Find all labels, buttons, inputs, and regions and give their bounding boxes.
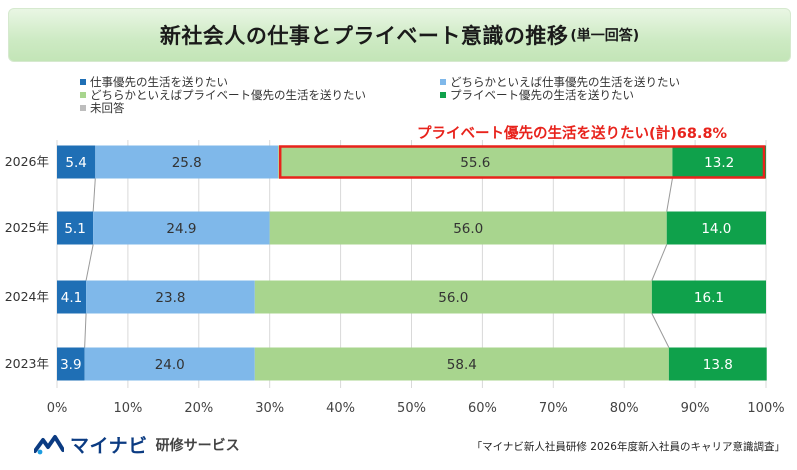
legend-item: どちらかといえばプライベート優先の生活を送りたい [80, 87, 366, 103]
connector-line [651, 313, 670, 348]
connector-line [92, 178, 96, 212]
legend-swatch [440, 79, 446, 85]
highlight-box [278, 145, 766, 179]
legend-label: 仕事優先の生活を送りたい [90, 75, 228, 89]
brand-subtitle: 研修サービス [155, 437, 240, 454]
legend-swatch [80, 105, 86, 111]
legend-swatch [80, 92, 86, 98]
bar-segment [254, 347, 669, 381]
data-label: 16.1 [694, 290, 724, 306]
data-label: 5.4 [65, 155, 86, 171]
connector-line [85, 244, 94, 281]
legend-item: どちらかといえば仕事優先の生活を送りたい [440, 74, 680, 90]
data-label: 55.6 [460, 155, 490, 171]
highlight-label: プライベート優先の生活を送りたい(計)68.8% [417, 126, 728, 142]
bar-segment [278, 145, 673, 179]
bar-segment [666, 211, 766, 245]
bar-segment [93, 211, 270, 245]
chart-subtitle: (単一回答) [570, 28, 640, 44]
source-note: 「マイナビ新人社員研修 2026年度新入社員のキャリア意識調査」 [471, 441, 785, 453]
legend-swatch [80, 79, 86, 85]
bar-segment [57, 145, 96, 179]
bar-segment [84, 347, 255, 381]
category-label: 2024年 [5, 289, 49, 304]
legend-label: どちらかといえば仕事優先の生活を送りたい [450, 75, 680, 89]
data-label: 24.0 [155, 357, 185, 373]
bar-segment [668, 347, 767, 381]
legend-swatch [440, 92, 446, 98]
bar-segment [254, 280, 652, 314]
data-label: 5.1 [64, 221, 85, 237]
data-label: 58.4 [447, 357, 477, 373]
x-tick-label: 90% [681, 401, 710, 416]
data-label: 56.0 [453, 221, 483, 237]
x-tick-label: 70% [539, 401, 568, 416]
x-tick-label: 60% [468, 401, 497, 416]
bar-segment [57, 347, 85, 381]
legend-item: 仕事優先の生活を送りたい [80, 74, 228, 90]
data-label: 14.0 [701, 221, 731, 237]
x-tick-label: 100% [747, 401, 784, 416]
bar-segment [672, 145, 766, 179]
x-tick-label: 40% [326, 401, 355, 416]
bar-segment [269, 211, 667, 245]
data-label: 13.8 [703, 357, 733, 373]
data-label: 13.2 [704, 155, 734, 171]
brand-name: マイナビ [70, 435, 148, 457]
bar-segment [57, 211, 94, 245]
connector-line [666, 178, 673, 212]
data-label: 4.1 [61, 290, 82, 306]
legend-label: どちらかといえばプライベート優先の生活を送りたい [90, 88, 366, 102]
x-tick-label: 50% [397, 401, 426, 416]
data-label: 56.0 [438, 290, 468, 306]
x-tick-label: 20% [184, 401, 213, 416]
legend-label: 未回答 [90, 101, 125, 115]
data-label: 23.8 [155, 290, 185, 306]
legend-label: プライベート優先の生活を送りたい [450, 88, 634, 102]
x-tick-label: 30% [255, 401, 284, 416]
bar-segment [86, 280, 255, 314]
bar-segment [95, 145, 279, 179]
brand-logo: マイナビ 研修サービス [34, 431, 240, 458]
brand-mark-icon [34, 434, 64, 454]
chart-title: 新社会人の仕事とプライベート意識の推移 [159, 24, 569, 48]
title-bar: 新社会人の仕事とプライベート意識の推移 (単一回答) [8, 8, 791, 62]
connector-line [84, 313, 87, 348]
legend-item: 未回答 [80, 100, 125, 116]
legend-item: プライベート優先の生活を送りたい [440, 87, 634, 103]
bar-segment [57, 280, 87, 314]
x-tick-label: 80% [610, 401, 639, 416]
connector-line [651, 244, 668, 281]
bar-segment [651, 280, 766, 314]
x-tick-label: 10% [113, 401, 142, 416]
x-tick-label: 0% [47, 401, 68, 416]
category-label: 2023年 [5, 356, 49, 371]
category-label: 2025年 [5, 220, 49, 235]
data-label: 25.8 [172, 155, 202, 171]
category-label: 2026年 [5, 154, 49, 169]
data-label: 3.9 [60, 357, 81, 373]
data-label: 24.9 [166, 221, 196, 237]
